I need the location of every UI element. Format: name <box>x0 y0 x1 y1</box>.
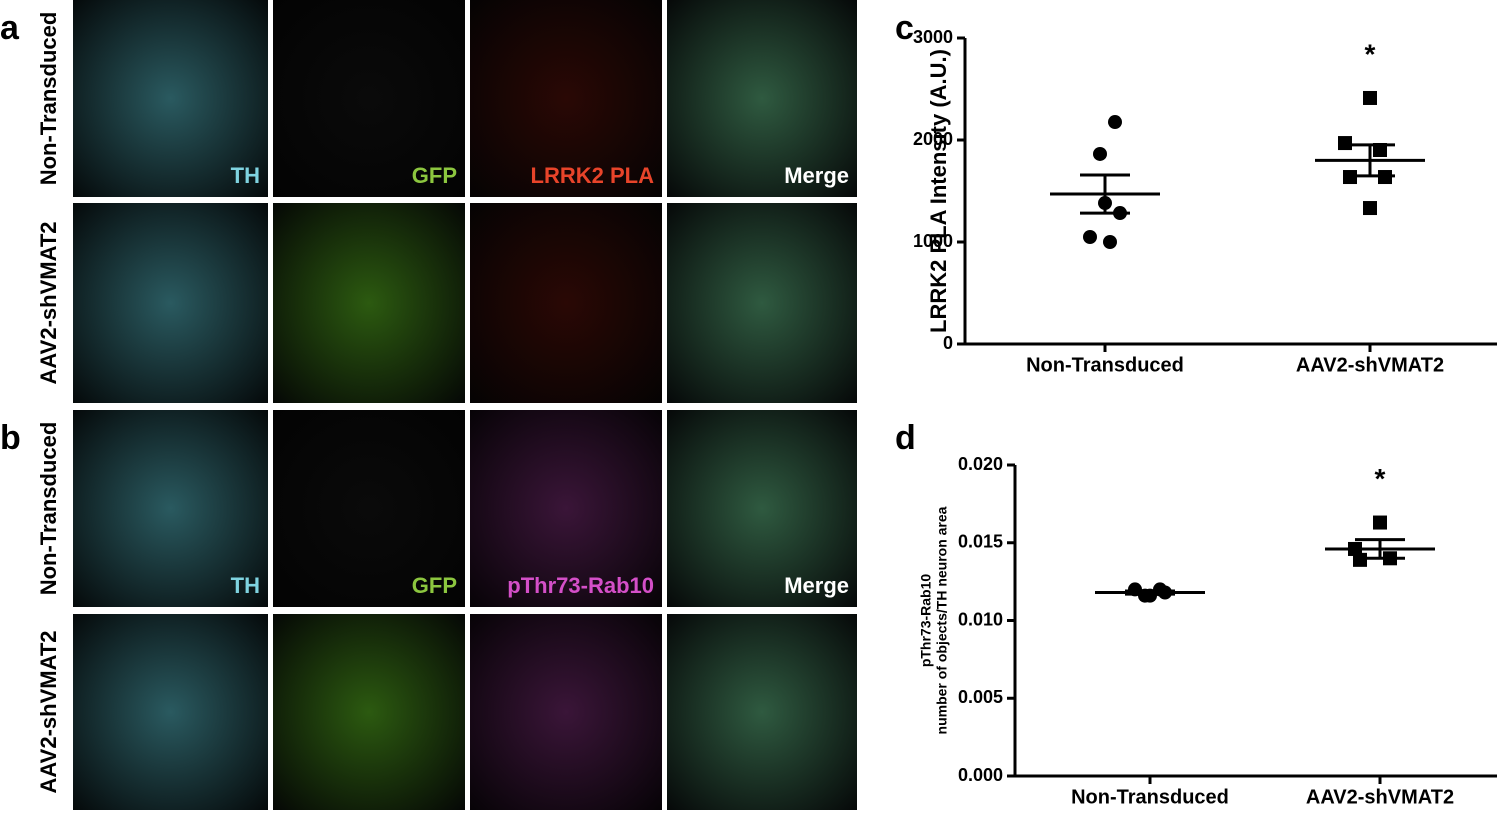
micrograph <box>667 614 857 810</box>
micrograph <box>667 203 857 403</box>
panel-letter: a <box>0 9 20 47</box>
y-tick-label: 0.015 <box>958 532 1003 552</box>
data-point <box>1093 146 1107 161</box>
error-bar <box>1125 589 1175 596</box>
micrograph <box>273 410 465 607</box>
x-tick-label: AAV2-shVMAT2 <box>1306 786 1454 808</box>
channel-label: Merge <box>784 163 849 188</box>
micrograph <box>667 0 857 197</box>
channel-label: GFP <box>412 573 457 598</box>
x-tick-label: Non-Transduced <box>1071 786 1229 808</box>
y-tick-label: 0.010 <box>958 609 1003 629</box>
row-label: AAV2-shVMAT2 <box>36 222 61 385</box>
micrograph <box>667 410 857 607</box>
panel-letter: d <box>895 419 916 457</box>
error-bar <box>1345 143 1395 178</box>
data-point <box>1373 142 1387 157</box>
channel-label: TH <box>231 163 260 188</box>
x-tick-label: AAV2-shVMAT2 <box>1296 354 1444 376</box>
panel-letter: b <box>0 419 21 457</box>
significance-marker: * <box>1365 38 1376 69</box>
row-label: AAV2-shVMAT2 <box>36 631 61 794</box>
error-bar <box>1355 538 1405 560</box>
data-point <box>1338 136 1352 151</box>
micrograph <box>73 410 268 607</box>
y-tick-label: 0.020 <box>958 454 1003 474</box>
micrograph <box>73 0 268 197</box>
y-axis-label: number of objects/TH neuron area <box>934 506 950 734</box>
micrograph <box>73 203 268 403</box>
error-bar <box>1080 173 1130 215</box>
data-point <box>1108 115 1122 130</box>
micrograph <box>73 614 268 810</box>
row-label: Non-Transduced <box>36 422 61 596</box>
channel-label: pThr73-Rab10 <box>507 573 654 598</box>
data-point <box>1083 230 1097 245</box>
y-tick-label: 0.000 <box>958 765 1003 785</box>
micrograph <box>273 614 465 810</box>
micrograph <box>273 203 465 403</box>
channel-label: LRRK2 PLA <box>531 163 655 188</box>
data-point <box>1373 515 1387 530</box>
data-point <box>1363 201 1377 216</box>
channel-label: GFP <box>412 163 457 188</box>
channel-label: TH <box>231 573 260 598</box>
micrograph <box>470 203 662 403</box>
y-tick-label: 0 <box>943 333 953 353</box>
significance-marker: * <box>1375 463 1386 494</box>
x-tick-label: Non-Transduced <box>1026 354 1184 376</box>
y-axis-label: LRRK2 PLA Intensity (A.U.) <box>926 49 951 333</box>
micrograph <box>273 0 465 197</box>
micrograph <box>470 614 662 810</box>
channel-label: Merge <box>784 573 849 598</box>
panel-letter: c <box>895 9 914 47</box>
micrograph <box>470 0 662 197</box>
data-point <box>1363 90 1377 105</box>
y-tick-label: 1000 <box>913 231 953 251</box>
y-tick-label: 3000 <box>913 27 953 47</box>
y-axis-label: pThr73-Rab10 <box>918 574 934 668</box>
data-point <box>1353 552 1367 567</box>
y-tick-label: 2000 <box>913 129 953 149</box>
data-point <box>1103 235 1117 249</box>
row-label: Non-Transduced <box>36 12 61 186</box>
micrograph <box>470 410 662 607</box>
y-tick-label: 0.005 <box>958 687 1003 707</box>
